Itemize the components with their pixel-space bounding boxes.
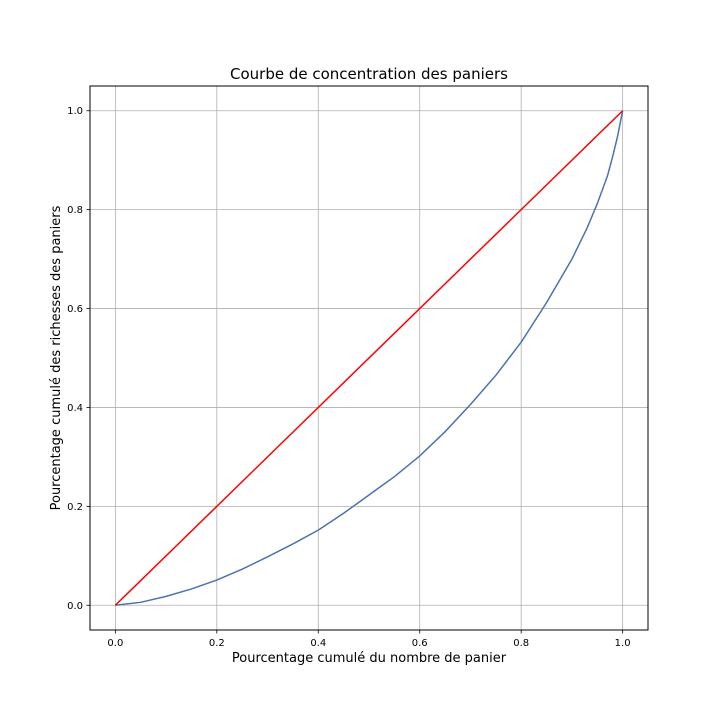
x-tick-label: 0.6 [412,638,428,649]
x-tick-label: 0.4 [310,638,326,649]
x-tick-label: 0.2 [209,638,225,649]
x-tick-label: 0.0 [107,638,123,649]
y-tick-label: 1.0 [67,106,83,117]
grid [90,86,648,630]
y-tick-label: 0.0 [67,601,83,612]
concentration-curve [115,110,624,607]
y-tick-label: 0.4 [67,403,83,414]
x-tick-label: 1.0 [615,638,631,649]
y-tick-label: 0.2 [67,502,83,513]
plot-frame [89,85,649,631]
y-tick-label: 0.6 [67,304,83,315]
ticks: 0.0 0.2 0.4 0.6 0.8 1.0 0.0 0.2 0.4 0.6 0.8 1.0 [67,106,630,649]
x-tick-label: 0.8 [513,638,529,649]
chart-title: Courbe de concentration des paniers [230,65,508,83]
series-group [114,110,624,607]
y-tick-label: 0.8 [67,205,83,216]
equality-line [114,110,624,606]
x-axis-label: Pourcentage cumulé du nombre de panier [232,651,507,666]
y-axis-label: Pourcentage cumulé des richesses des pan… [49,205,64,510]
